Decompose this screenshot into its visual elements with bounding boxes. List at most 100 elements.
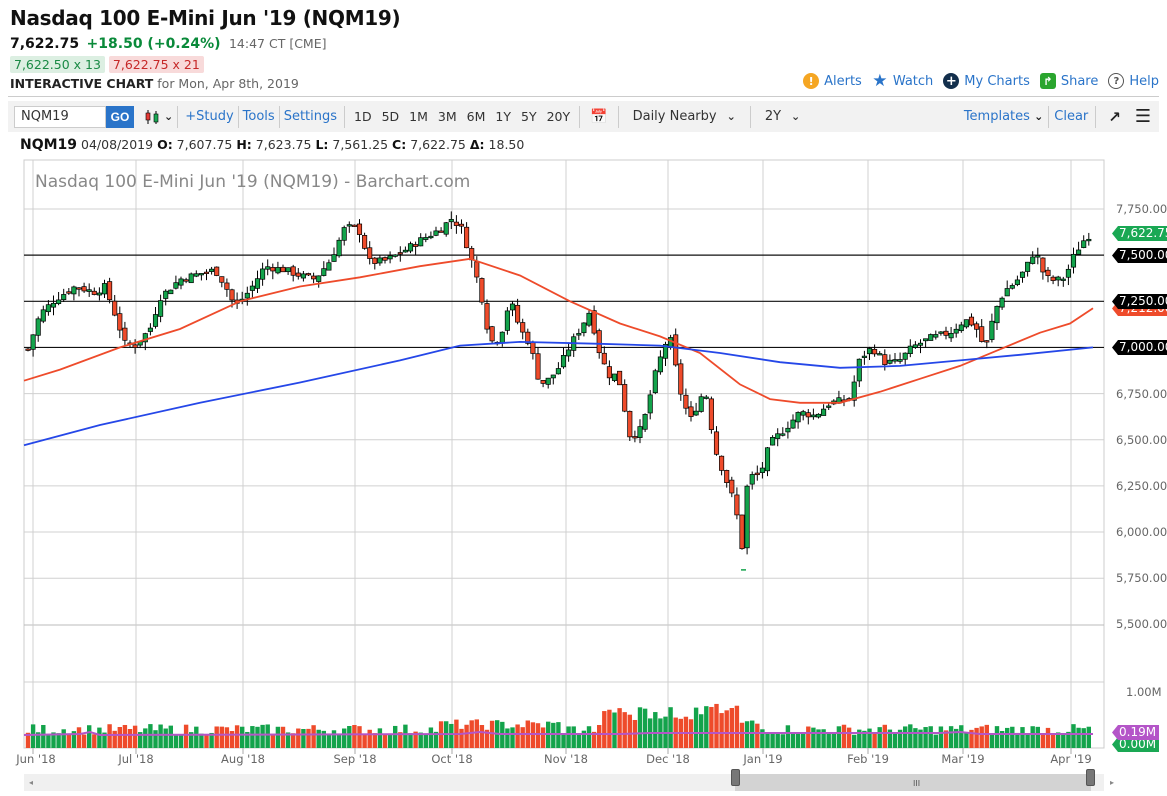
x-tick: Feb '19	[847, 752, 889, 766]
last-price-tag: 7,622.75	[1112, 226, 1167, 241]
share-icon: ↱	[1039, 73, 1056, 89]
chart-type-select[interactable]: ⌄	[144, 109, 173, 125]
clear-button[interactable]: Clear	[1054, 109, 1089, 124]
help-icon: ?	[1108, 73, 1125, 89]
y-tick: 6,500.00	[1116, 433, 1167, 447]
frequency-select[interactable]: Daily Nearby ⌄	[623, 109, 746, 124]
share-label: Share	[1060, 73, 1099, 89]
divider	[749, 105, 751, 128]
expand-arrow-icon[interactable]: ↗	[1108, 107, 1121, 126]
add-study-button[interactable]: +Study	[185, 109, 234, 124]
time-scrollbar[interactable]: ◂ III ▸	[24, 769, 1114, 791]
help-link[interactable]: ? Help	[1108, 73, 1159, 89]
y-tick: 6,000.00	[1116, 525, 1167, 539]
volume-y-tick: 1.00M	[1126, 685, 1162, 699]
volume-zero-tag: 0.00M	[1112, 737, 1160, 752]
ohlc-symbol: NQM19	[20, 137, 78, 153]
low-label: L:	[315, 137, 329, 152]
chart-area[interactable]: Nasdaq 100 E-Mini Jun '19 (NQM19) - Barc…	[0, 155, 1167, 796]
alert-icon: !	[803, 73, 820, 89]
settings-button[interactable]: Settings	[283, 109, 338, 124]
range-start-handle[interactable]	[731, 769, 740, 786]
x-tick: Dec '18	[646, 752, 690, 766]
y-tick: 6,250.00	[1116, 479, 1167, 493]
period-1y[interactable]: 1Y	[495, 109, 512, 124]
scroll-thumb[interactable]: III	[731, 769, 1095, 791]
candlestick-icon	[145, 109, 159, 124]
period-3m[interactable]: 3M	[437, 109, 457, 124]
period-20y[interactable]: 20Y	[546, 109, 571, 124]
quote-time: 14:47 CT [CME]	[228, 36, 327, 51]
share-link[interactable]: ↱ Share	[1039, 73, 1099, 89]
x-tick: Apr '19	[1050, 752, 1092, 766]
divider	[1048, 105, 1050, 128]
ask: 7,622.75 x 21	[108, 56, 204, 73]
price-chart[interactable]	[0, 155, 1167, 796]
templates-button[interactable]: Templates ⌄	[961, 109, 1046, 124]
alerts-link[interactable]: ! Alerts	[803, 73, 862, 89]
x-tick: Oct '18	[431, 752, 473, 766]
ohlc-date: 04/08/2019	[81, 137, 154, 152]
calendar-icon[interactable]: 📅	[590, 108, 608, 125]
menu-icon[interactable]: ☰	[1134, 106, 1151, 127]
ohlc-readout: NQM19 04/08/2019 O: 7,607.75 H: 7,623.75…	[20, 137, 524, 153]
my-charts-link[interactable]: + My Charts	[943, 73, 1030, 89]
chevron-down-icon: ⌄	[726, 110, 736, 123]
divider	[237, 105, 239, 128]
chevron-down-icon: ⌄	[164, 110, 174, 123]
grip-icon: III	[913, 779, 921, 788]
high-value: 7,623.75	[255, 137, 312, 152]
y-tick: 7,750.00	[1116, 202, 1167, 216]
page-title: Nasdaq 100 E-Mini Jun '19 (NQM19)	[10, 6, 401, 30]
period-5d[interactable]: 5D	[381, 109, 400, 124]
divider	[278, 105, 280, 128]
bid-ask: 7,622.50 x 13 7,622.75 x 21	[10, 56, 204, 73]
close-value: 7,622.75	[410, 137, 466, 152]
tools-button[interactable]: Tools	[242, 109, 275, 124]
scroll-right-arrow[interactable]: ▸	[1109, 778, 1114, 787]
x-tick: Jun '18	[16, 752, 56, 766]
chevron-down-icon: ⌄	[1034, 110, 1044, 123]
range-select[interactable]: 2Y ⌄	[755, 109, 810, 124]
y-tick: 5,750.00	[1116, 571, 1167, 585]
hline-tag-7500: 7,500.00	[1112, 248, 1167, 263]
hline-tag-7250: 7,250.00	[1112, 294, 1167, 309]
range-end-handle[interactable]	[1086, 769, 1095, 786]
scroll-left-arrow[interactable]: ◂	[29, 778, 34, 787]
chart-watermark-title: Nasdaq 100 E-Mini Jun '19 (NQM19) - Barc…	[35, 172, 471, 192]
star-icon: ★	[872, 71, 888, 91]
period-6m[interactable]: 6M	[466, 109, 486, 124]
x-tick: Jul '18	[118, 752, 154, 766]
period-5y[interactable]: 5Y	[521, 109, 537, 124]
interactive-chart-label: INTERACTIVE CHART	[10, 76, 154, 91]
toolbar-right: Templates ⌄ Clear ↗ ☰	[961, 105, 1159, 128]
action-links: ! Alerts ★ Watch + My Charts ↱ Share ? Help	[803, 71, 1159, 91]
chevron-down-icon: ⌄	[791, 110, 801, 123]
symbol-input[interactable]	[14, 105, 106, 128]
last-price: 7,622.75	[10, 36, 80, 52]
y-tick: 6,750.00	[1116, 387, 1167, 401]
frequency-value: Daily Nearby	[632, 109, 717, 124]
low-value: 7,561.25	[332, 137, 389, 152]
open-value: 7,607.75	[176, 137, 233, 152]
close-label: C:	[392, 137, 407, 152]
hline-tag-7000: 7,000.00	[1112, 340, 1167, 355]
divider	[344, 105, 346, 128]
delta-value: 18.50	[488, 137, 525, 152]
divider	[177, 105, 179, 128]
y-tick: 5,500.00	[1116, 617, 1167, 631]
chart-date: for Mon, Apr 8th, 2019	[153, 76, 299, 91]
watch-link[interactable]: ★ Watch	[872, 71, 933, 91]
period-1m[interactable]: 1M	[409, 109, 428, 124]
range-value: 2Y	[764, 109, 782, 124]
delta-label: Δ:	[469, 137, 485, 152]
divider	[579, 105, 581, 128]
period-1d[interactable]: 1D	[354, 109, 372, 124]
volume-ma-tag: 0.19M	[1112, 725, 1160, 740]
price-change: +18.50 (+0.24%)	[86, 36, 221, 52]
go-button[interactable]: GO	[106, 105, 134, 128]
bid: 7,622.50 x 13	[10, 56, 105, 73]
templates-label: Templates	[963, 109, 1030, 124]
x-tick: Nov '18	[544, 752, 588, 766]
alerts-label: Alerts	[824, 73, 862, 89]
